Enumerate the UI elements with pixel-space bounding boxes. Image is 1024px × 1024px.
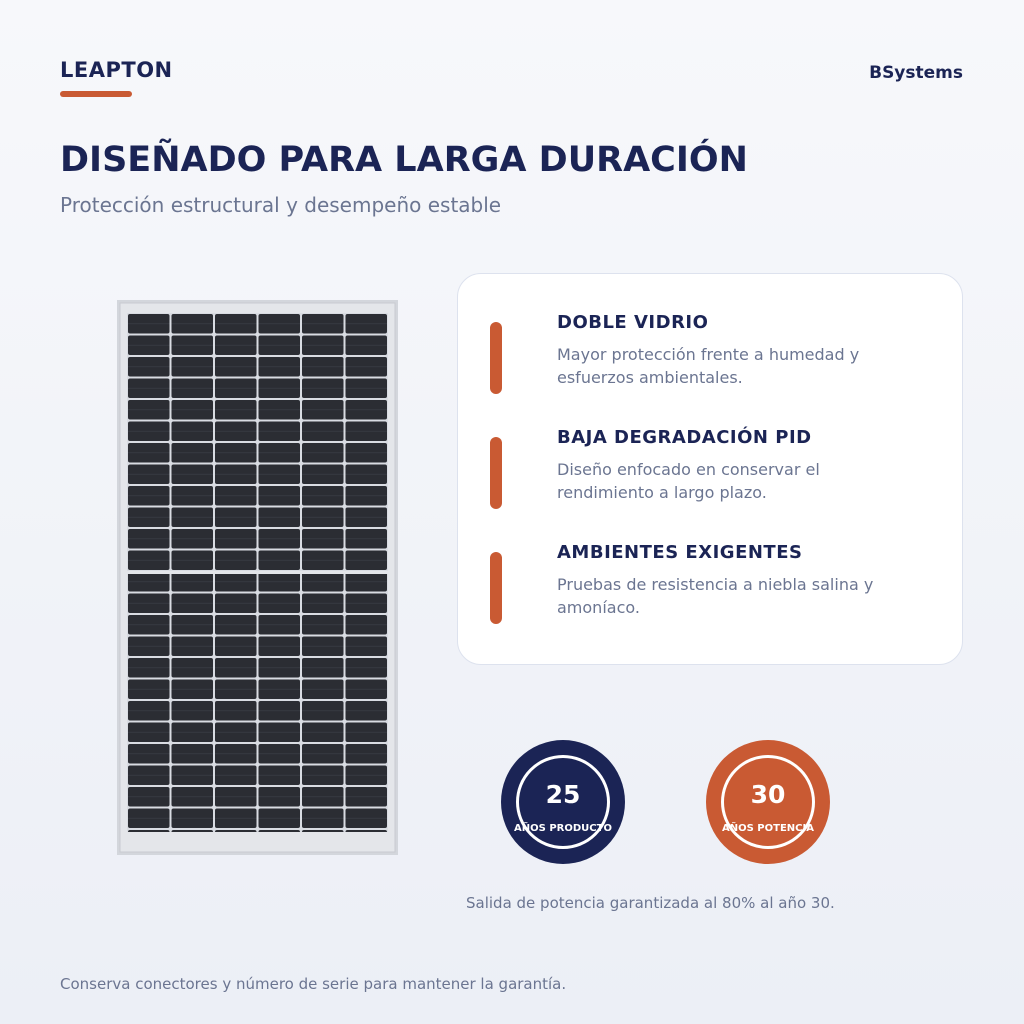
brand-underline <box>60 91 132 97</box>
badge-number: 25 <box>545 780 581 809</box>
feature-text: Mayor protección frente a humedad y esfu… <box>557 345 860 387</box>
subtitle: Protección estructural y desempeño estab… <box>60 193 502 217</box>
feature-text: Diseño enfocado en conservar el rendimie… <box>557 460 820 502</box>
warranty-badge: 25 AÑOS PRODUCTO <box>501 740 625 864</box>
brand: LEAPTON <box>60 58 173 82</box>
feature-card: DOBLE VIDRIO Mayor protección frente a hu… <box>457 273 963 665</box>
company: BSystems <box>869 63 963 83</box>
badge-number: 30 <box>750 780 786 809</box>
feature-accent <box>490 552 502 624</box>
feature: DOBLE VIDRIO Mayor protección frente a hu… <box>490 312 890 394</box>
badge-ring <box>516 755 610 849</box>
badge-note: Salida de potencia garantizada al 80% al… <box>466 894 835 912</box>
feature-accent <box>490 437 502 509</box>
feature-accent <box>490 322 502 394</box>
feature-title: AMBIENTES EXIGENTES <box>557 542 803 563</box>
badge-label: AÑOS PRODUCTO <box>514 823 612 834</box>
footer: Conserva conectores y número de serie pa… <box>60 975 567 993</box>
warranty-badge: 30 AÑOS POTENCIA <box>706 740 830 864</box>
badge-ring <box>721 755 815 849</box>
title: DISEÑADO PARA LARGA DURACIÓN <box>60 140 748 180</box>
feature-text: Pruebas de resistencia a niebla salina y… <box>557 575 874 617</box>
feature: BAJA DEGRADACIÓN PID Diseño enfocado en c… <box>490 427 890 509</box>
feature-title: BAJA DEGRADACIÓN PID <box>557 427 812 448</box>
feature: AMBIENTES EXIGENTES Pruebas de resistenci… <box>490 542 890 624</box>
feature-title: DOBLE VIDRIO <box>557 312 709 333</box>
badge-label: AÑOS POTENCIA <box>722 823 814 834</box>
solar-panel <box>117 300 398 855</box>
